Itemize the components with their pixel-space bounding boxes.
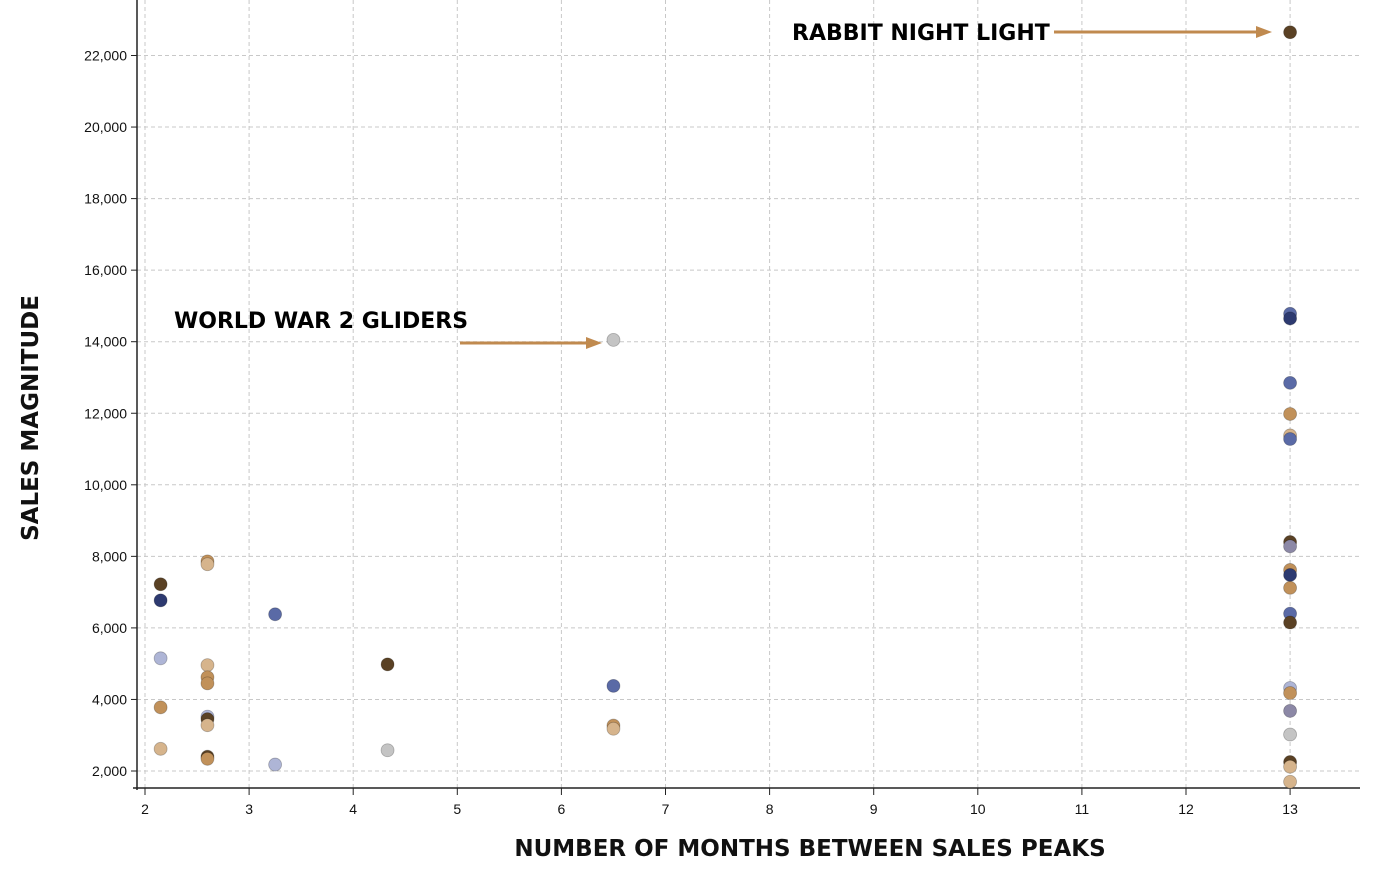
x-tick-label: 10: [970, 801, 986, 817]
x-tick-label: 4: [349, 801, 357, 817]
y-tick-label: 12,000: [84, 405, 127, 421]
data-point[interactable]: [1283, 568, 1297, 582]
data-point[interactable]: [1283, 759, 1297, 774]
data-point[interactable]: [153, 741, 168, 756]
data-point[interactable]: [1283, 727, 1297, 742]
data-point[interactable]: [1283, 539, 1297, 554]
data-point[interactable]: [1283, 615, 1297, 630]
annotation-rabbit-night-light-label: RABBIT NIGHT LIGHT: [792, 21, 1050, 46]
data-point[interactable]: [380, 743, 395, 758]
y-tick-labels: 2,000 4,000 6,000 8,000 10,000 12,000 14,000 16…: [84, 48, 137, 779]
grid-lines: [137, 0, 1360, 788]
data-point[interactable]: [1283, 703, 1297, 718]
x-tick-label: 5: [453, 801, 461, 817]
x-tick-label: 8: [766, 801, 774, 817]
y-tick-label: 2,000: [92, 763, 127, 779]
y-tick-label: 20,000: [84, 119, 127, 135]
y-axis-title: SALES MAGNITUDE: [18, 295, 44, 541]
data-point[interactable]: [606, 678, 621, 693]
x-tick-label: 13: [1282, 801, 1298, 817]
data-point[interactable]: [1283, 375, 1297, 390]
data-point[interactable]: [1283, 580, 1297, 595]
data-point[interactable]: [153, 593, 168, 608]
data-point[interactable]: [200, 557, 215, 572]
x-tick-label: 6: [558, 801, 566, 817]
data-point[interactable]: [1283, 686, 1297, 700]
data-point[interactable]: [1283, 432, 1297, 446]
data-point[interactable]: [1283, 311, 1297, 326]
x-tick-label: 7: [662, 801, 670, 817]
data-point[interactable]: [606, 333, 621, 347]
x-tick-label: 12: [1178, 801, 1194, 817]
y-tick-label: 14,000: [84, 334, 127, 350]
y-tick-label: 4,000: [92, 691, 127, 707]
x-tick-label: 11: [1075, 801, 1090, 817]
annotation-ww2-gliders-label: WORLD WAR 2 GLIDERS: [174, 309, 468, 334]
data-points: [153, 25, 1297, 789]
axes: [133, 0, 1360, 790]
data-point[interactable]: [153, 577, 168, 592]
data-point[interactable]: [268, 757, 283, 772]
x-axis-title: NUMBER OF MONTHS BETWEEN SALES PEAKS: [514, 836, 1105, 862]
data-point[interactable]: [200, 718, 215, 733]
annotation-rabbit-night-light-arrowhead: [1256, 26, 1272, 38]
data-point[interactable]: [1283, 774, 1297, 789]
data-point[interactable]: [153, 700, 168, 715]
annotation-ww2-gliders-arrowhead: [586, 337, 602, 349]
data-point[interactable]: [200, 751, 215, 766]
x-tick-label: 9: [870, 801, 878, 817]
data-point[interactable]: [200, 676, 215, 691]
data-point[interactable]: [606, 721, 621, 736]
data-point[interactable]: [1283, 407, 1297, 421]
y-tick-label: 10,000: [84, 477, 127, 493]
x-tick-label: 3: [245, 801, 253, 817]
annotations: RABBIT NIGHT LIGHT WORLD WAR 2 GLIDERS: [174, 21, 1272, 349]
data-point[interactable]: [268, 607, 283, 622]
x-tick-labels: 2 3 4 5 6 7 8 9 10 11 12 13: [141, 788, 1298, 817]
y-tick-label: 16,000: [84, 262, 127, 278]
x-tick-label: 2: [141, 801, 149, 817]
data-point[interactable]: [200, 658, 215, 673]
y-tick-label: 18,000: [84, 191, 127, 207]
y-tick-label: 6,000: [92, 620, 127, 636]
y-tick-label: 22,000: [84, 48, 127, 64]
data-point[interactable]: [1283, 25, 1297, 40]
data-point[interactable]: [153, 651, 168, 666]
data-point[interactable]: [380, 657, 395, 672]
y-tick-label: 8,000: [92, 548, 127, 564]
